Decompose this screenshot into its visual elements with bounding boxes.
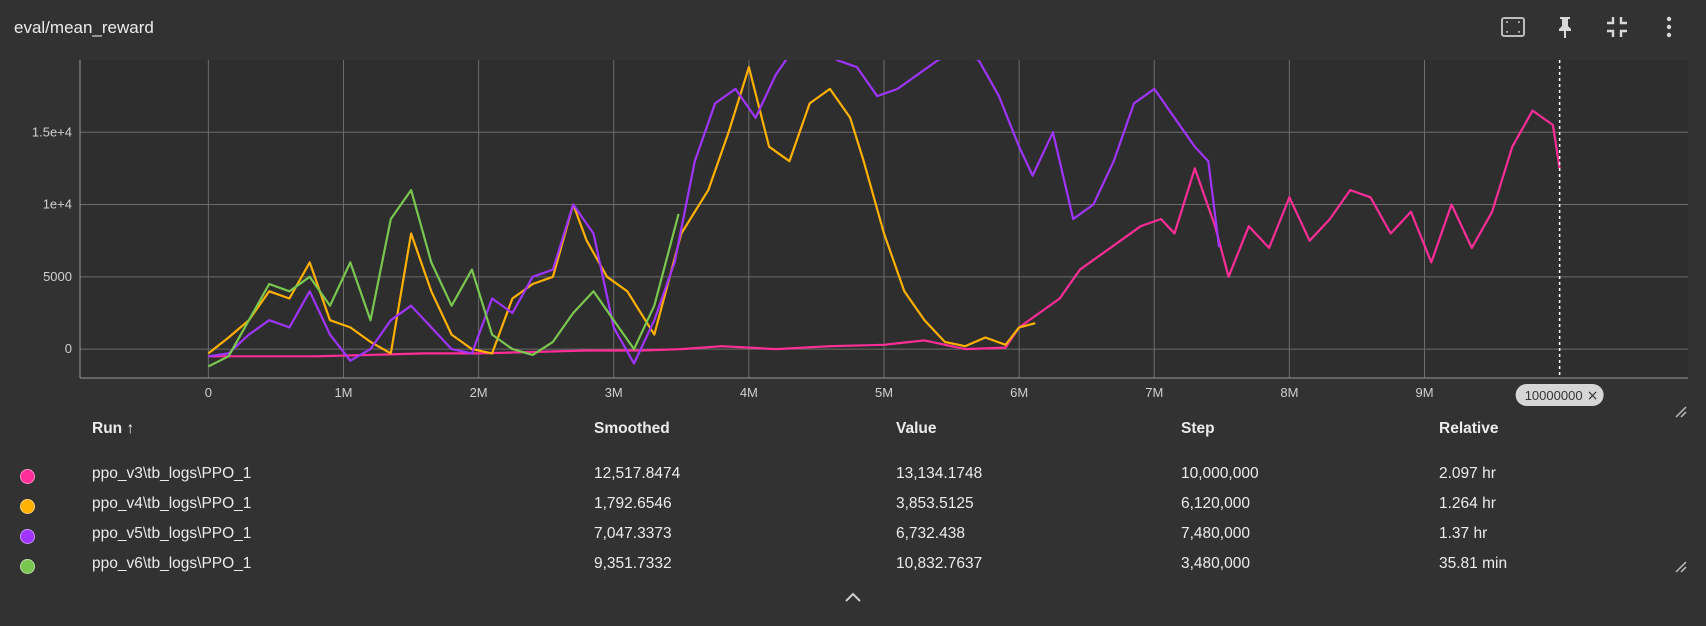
close-icon[interactable]: × (1587, 388, 1599, 404)
line-chart[interactable]: 0 1M 2M 3M 4M 5M 6M 7M 8M 9M 0 5000 1e+4 1.5e+4 10000… (0, 0, 1706, 410)
cell-run: ppo_v3\tb_logs\PPO_1 (92, 465, 252, 482)
cell-run: ppo_v4\tb_logs\PPO_1 (92, 495, 252, 512)
cell-smoothed: 1,792.6546 (594, 495, 672, 512)
step-cursor-chip[interactable] (1515, 384, 1604, 406)
x-tick-label: 6M (1010, 385, 1028, 400)
x-tick-label: 1M (334, 385, 352, 400)
series-line-1[interactable] (208, 109, 1561, 358)
collapse-icon (1607, 17, 1627, 37)
fit-domain-button[interactable] (1498, 12, 1528, 42)
table-row[interactable]: ppo_v6\tb_logs\PPO_1 9,351.7332 10,832.763… (0, 555, 1706, 585)
cell-step: 6,120,000 (1181, 495, 1250, 512)
cell-relative: 1.264 hr (1439, 495, 1496, 512)
cell-value: 10,832.7637 (896, 555, 983, 572)
cell-relative: 1.37 hr (1439, 525, 1488, 542)
chart-toolbar (1498, 12, 1684, 42)
y-tick-label: 0 (65, 341, 72, 356)
cell-run: ppo_v5\tb_logs\PPO_1 (92, 525, 252, 542)
run-color-swatch[interactable] (20, 469, 35, 484)
pin-icon (1559, 17, 1571, 38)
fit-domain-icon (1501, 17, 1525, 37)
table-row[interactable]: ppo_v5\tb_logs\PPO_1 7,047.3373 6,732.438 7… (0, 525, 1706, 555)
cell-value: 3,853.5125 (896, 495, 974, 512)
x-tick-label: 5M (875, 385, 893, 400)
table-row[interactable]: ppo_v3\tb_logs\PPO_1 12,517.8474 13,134.17… (0, 465, 1706, 495)
x-tick-label: 9M (1415, 385, 1433, 400)
col-smoothed-header: Smoothed (594, 420, 670, 437)
pin-button[interactable] (1550, 12, 1580, 42)
collapse-button[interactable] (1602, 12, 1632, 42)
more-vert-icon (1666, 16, 1672, 38)
col-step-header: Step (1181, 420, 1215, 437)
chart-title: eval/mean_reward (14, 18, 154, 37)
cell-value: 13,134.1748 (896, 465, 983, 482)
chevron-up-icon[interactable] (842, 590, 864, 604)
resize-table-icon[interactable] (1674, 560, 1688, 574)
x-tick-label: 7M (1145, 385, 1163, 400)
run-color-swatch[interactable] (20, 529, 35, 544)
y-tick-label: 5000 (43, 269, 72, 284)
x-tick-label: 8M (1280, 385, 1298, 400)
y-tick-label: 1.5e+4 (32, 124, 72, 139)
cell-value: 6,732.438 (896, 525, 965, 542)
run-color-swatch[interactable] (20, 499, 35, 514)
cell-smoothed: 9,351.7332 (594, 555, 672, 572)
table-row[interactable]: ppo_v4\tb_logs\PPO_1 1,792.6546 3,853.5125… (0, 495, 1706, 525)
x-tick-label: 3M (605, 385, 623, 400)
cell-step: 3,480,000 (1181, 555, 1250, 572)
cell-step: 7,480,000 (1181, 525, 1250, 542)
cell-smoothed: 7,047.3373 (594, 525, 672, 542)
resize-chart-icon[interactable] (1674, 405, 1688, 419)
col-run-header[interactable]: Run ↑ (92, 420, 135, 437)
run-color-swatch[interactable] (20, 559, 35, 574)
x-tick-label: 0 (205, 385, 212, 400)
cell-smoothed: 12,517.8474 (594, 465, 681, 482)
cell-run: ppo_v6\tb_logs\PPO_1 (92, 555, 252, 572)
more-options-button[interactable] (1654, 12, 1684, 42)
series-line-2[interactable] (207, 66, 1036, 355)
x-tick-label: 4M (740, 385, 758, 400)
step-cursor-label: 10000000 (1525, 388, 1583, 403)
cell-relative: 2.097 hr (1439, 465, 1496, 482)
cell-relative: 35.81 min (1439, 555, 1508, 572)
y-tick-label: 1e+4 (43, 197, 72, 212)
col-relative-header: Relative (1439, 420, 1499, 437)
series-line-3[interactable] (208, 31, 1221, 365)
series-line-4[interactable] (207, 189, 680, 368)
cell-step: 10,000,000 (1181, 465, 1259, 482)
col-value-header: Value (896, 420, 937, 437)
x-tick-label: 2M (470, 385, 488, 400)
